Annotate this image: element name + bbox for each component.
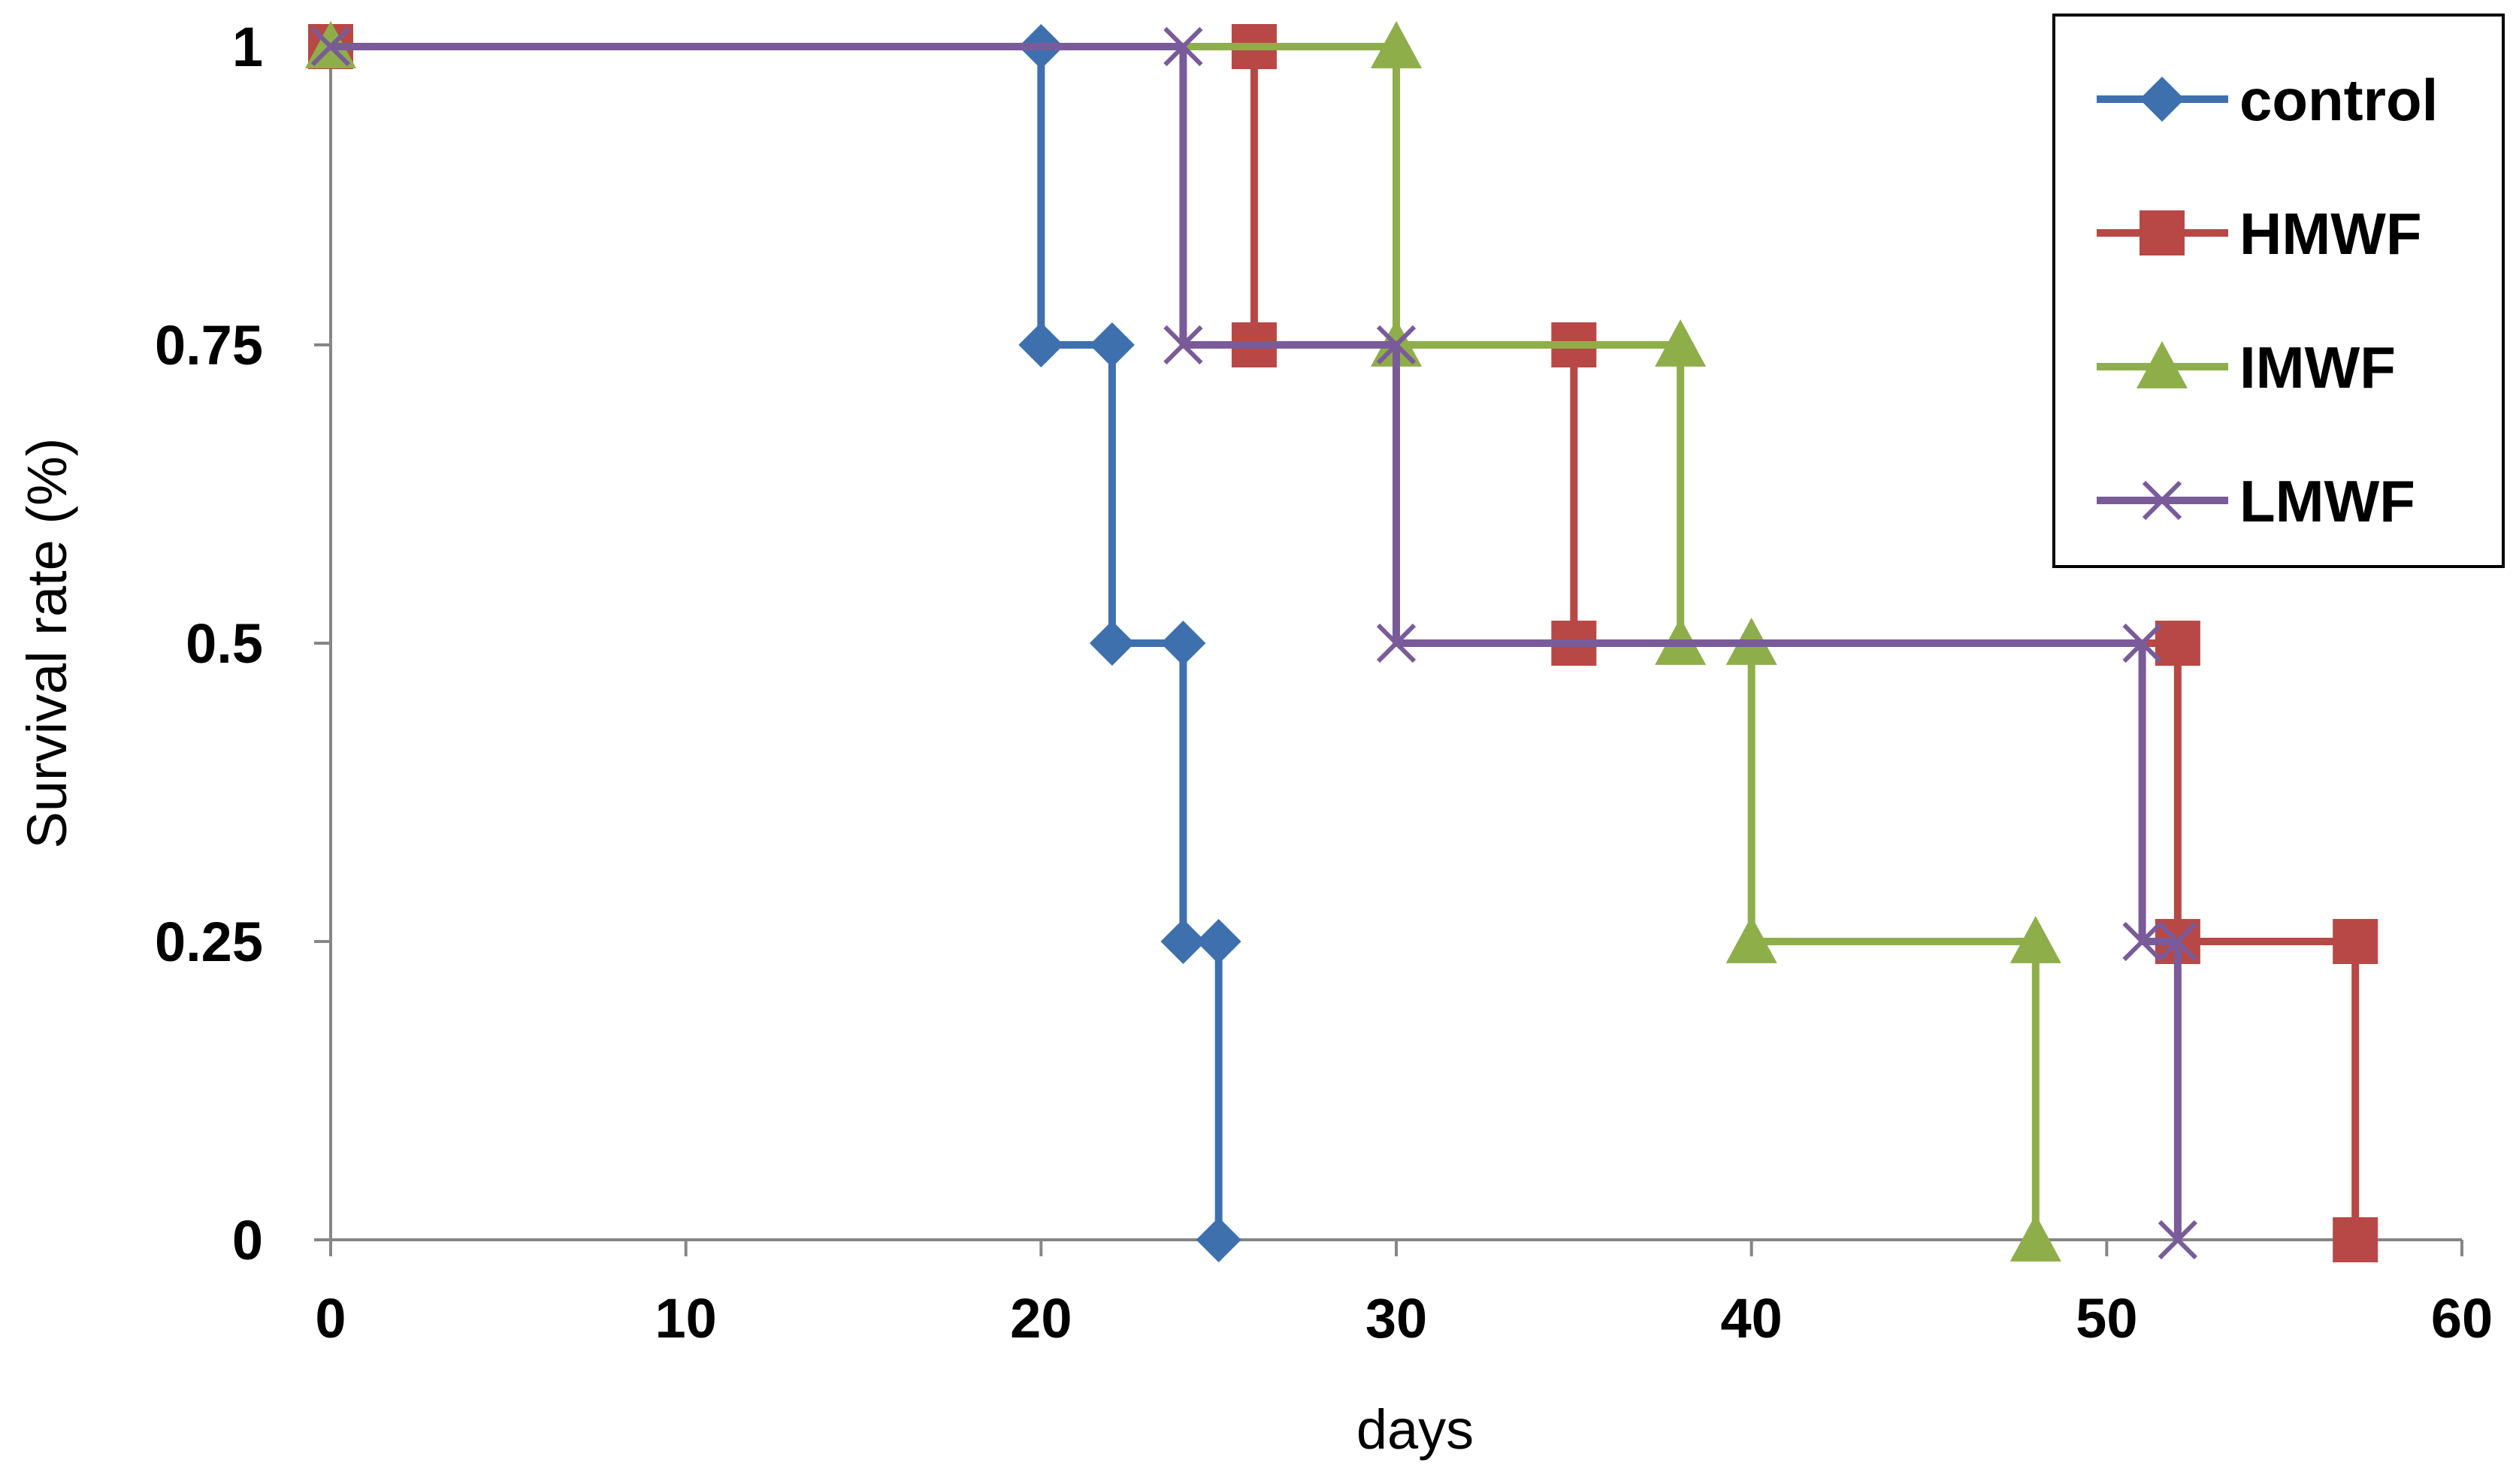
x-marker [2142, 480, 2182, 521]
triangle-marker [2137, 341, 2188, 388]
triangle-marker [1371, 21, 1422, 68]
x-marker [2122, 623, 2162, 663]
x-marker [2158, 921, 2197, 962]
square-marker [2333, 1217, 2378, 1262]
square-marker [2140, 210, 2185, 255]
x-marker [1376, 325, 1417, 365]
legend-label: IMWF [2239, 334, 2396, 400]
x-tick-label: 20 [1010, 1287, 1072, 1350]
x-marker [1163, 325, 1203, 365]
diamond-marker [1160, 919, 1206, 964]
y-axis-title: Survival rate (%) [16, 438, 78, 849]
legend: control HMWF IMWF LMWF [2052, 14, 2505, 568]
x-tick-label: 40 [1721, 1287, 1783, 1350]
x-tick-label: 0 [315, 1287, 346, 1350]
legend-item: HMWF [2097, 201, 2422, 267]
triangle-marker [2009, 916, 2061, 963]
diamond-marker [1196, 919, 1241, 964]
triangle-marker [1655, 319, 1707, 367]
x-tick-label: 30 [1365, 1287, 1427, 1350]
diamond-marker [1018, 322, 1064, 367]
x-marker [2122, 921, 2162, 962]
y-tick-label: 0 [232, 1209, 263, 1271]
x-tick-label: 10 [655, 1287, 717, 1350]
x-marker [2158, 1220, 2197, 1260]
legend-item: control [2097, 67, 2438, 133]
x-tick-label: 50 [2076, 1287, 2137, 1350]
legend-label: control [2239, 67, 2438, 133]
y-tick-label: 1 [232, 16, 263, 78]
diamond-marker [1196, 1217, 1241, 1262]
legend-item: IMWF [2097, 334, 2396, 400]
legend-box [2052, 14, 2505, 568]
diamond-marker [1089, 621, 1135, 666]
legend-label: LMWF [2239, 468, 2415, 534]
series-layer [305, 21, 2378, 1262]
series-lmwf [310, 26, 2197, 1260]
legend-item: LMWF [2097, 468, 2415, 534]
y-tick-label: 0.5 [186, 612, 263, 675]
x-marker [1376, 623, 1417, 663]
diamond-marker [1089, 322, 1135, 367]
diamond-marker [1160, 621, 1206, 666]
square-marker [2333, 919, 2378, 964]
triangle-marker [1725, 916, 1777, 963]
x-marker [310, 26, 351, 67]
triangle-marker [2009, 1214, 2061, 1262]
diamond-marker [2140, 77, 2185, 122]
x-tick-label: 60 [2431, 1287, 2493, 1350]
legend-label: HMWF [2239, 201, 2422, 267]
y-tick-label: 0.75 [155, 314, 263, 376]
y-tick-label: 0.25 [155, 911, 263, 973]
x-marker [1163, 26, 1203, 67]
x-axis-title: days [1356, 1398, 1474, 1461]
square-marker [2155, 621, 2200, 666]
